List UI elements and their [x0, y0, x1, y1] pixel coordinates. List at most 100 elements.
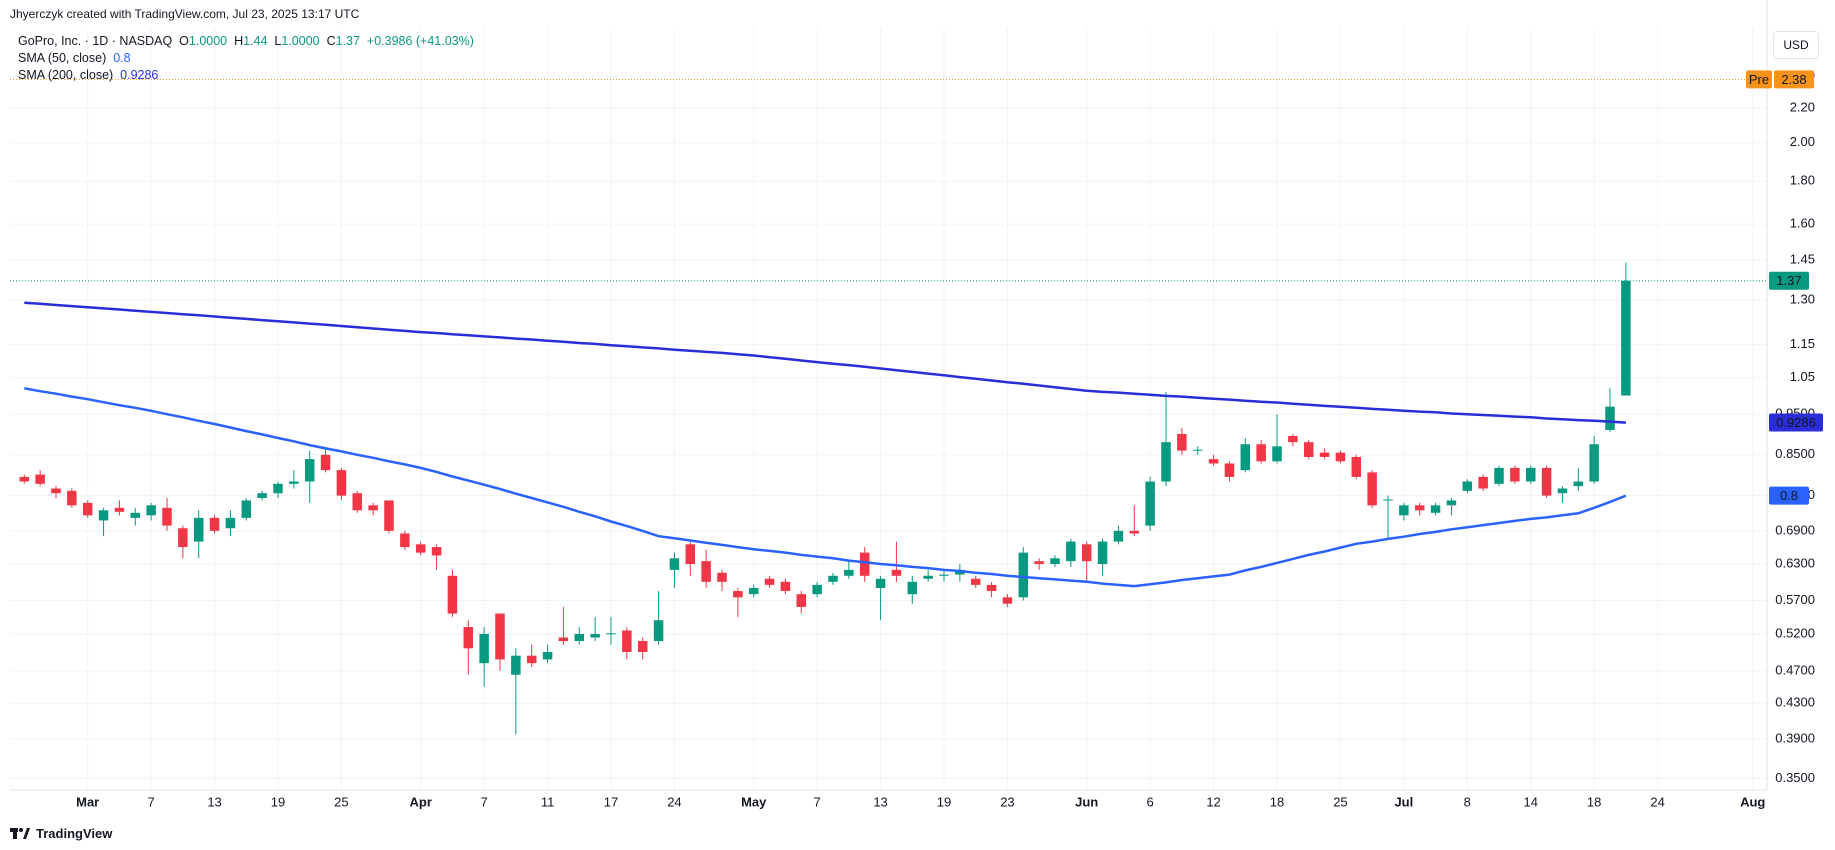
y-tick-label: 0.3900	[1775, 730, 1815, 745]
credit: Jhyerczyk created with TradingView.com, …	[10, 7, 360, 21]
x-tick-label: Jun	[1075, 794, 1098, 809]
candle-body	[193, 517, 204, 542]
x-tick-label: Mar	[76, 794, 99, 809]
price-badge	[1769, 486, 1809, 505]
y-tick-label: 1.45	[1790, 251, 1815, 266]
y-tick-label: 1.80	[1790, 173, 1815, 188]
candle-body	[511, 655, 521, 675]
grid	[10, 28, 1767, 790]
price-badge-label: 0.9286	[1776, 415, 1816, 430]
candle-body	[352, 493, 363, 511]
candle-body	[19, 476, 30, 482]
candle-body	[1018, 552, 1029, 598]
x-tick-label: Apr	[410, 794, 432, 809]
candle-body	[748, 587, 759, 595]
candle-body	[495, 613, 505, 660]
x-tick-label: 7	[481, 794, 488, 809]
y-tick-label: 0.4300	[1775, 695, 1815, 710]
candle-body	[1224, 463, 1235, 477]
candle-body	[1240, 444, 1251, 471]
x-tick-label: 24	[667, 794, 681, 809]
x-tick-label: 25	[334, 794, 348, 809]
candle-body	[400, 533, 410, 548]
x-tick-label: 14	[1523, 794, 1537, 809]
candle-body	[479, 633, 489, 664]
candle-body	[304, 459, 315, 482]
candle-body	[812, 584, 822, 595]
x-tick-label: 25	[1333, 794, 1347, 809]
candle-body	[526, 655, 537, 664]
candle-body	[669, 558, 680, 570]
ohlc-value: 1.44	[243, 34, 268, 48]
candle-body	[939, 574, 949, 576]
candle-body	[1161, 442, 1171, 482]
candle-body	[336, 470, 347, 496]
x-tick-label: 17	[604, 794, 618, 809]
candle-body	[1081, 544, 1092, 562]
x-tick-label: 23	[1000, 794, 1014, 809]
price-badge	[1769, 271, 1809, 290]
candle-body	[685, 544, 696, 565]
sma-legend: SMA (50, close) 0.8	[18, 51, 131, 65]
y-tick-label: 0.5700	[1775, 592, 1815, 607]
candle-body	[35, 474, 45, 484]
candle-body	[1208, 459, 1219, 464]
candle-body	[875, 578, 886, 588]
candle-body	[447, 575, 458, 614]
ohlc-label: C	[326, 34, 336, 48]
y-tick-label: 0.5200	[1775, 625, 1815, 640]
currency-button[interactable]: USD	[1773, 31, 1819, 59]
sma-value: 0.8	[113, 51, 131, 65]
candle-body	[1288, 435, 1298, 443]
footer-brand: TradingView	[36, 825, 113, 841]
sma-legend: SMA (200, close) 0.9286	[18, 68, 158, 82]
x-tick-label: 13	[207, 794, 221, 809]
ohlc-label: L	[274, 34, 282, 48]
candle-body	[1303, 442, 1314, 457]
candle-body	[1050, 558, 1060, 565]
y-tick-label: 0.6900	[1775, 522, 1815, 537]
candle-body	[1589, 444, 1599, 482]
candle-body	[1478, 476, 1488, 489]
x-tick-label: 24	[1650, 794, 1664, 809]
price-badge-label: 1.37	[1776, 273, 1801, 288]
candle-body	[1002, 597, 1013, 604]
candle-body	[907, 581, 918, 595]
x-tick-label: 11	[541, 794, 555, 809]
candle-body	[590, 633, 600, 638]
x-tick-label: 7	[814, 794, 821, 809]
candle-body	[1034, 561, 1044, 565]
sma-value: 0.9286	[120, 68, 159, 82]
y-tick-label: 0.6300	[1775, 555, 1815, 570]
candle-body	[970, 578, 981, 585]
symbol-title: GoPro, Inc. · 1D · NASDAQ	[18, 34, 173, 48]
candle-body	[273, 483, 283, 494]
candle-body	[891, 569, 902, 576]
candle-body	[1399, 505, 1409, 516]
sma-line	[24, 301, 1626, 424]
candle-body	[1383, 499, 1393, 501]
candle-body	[1177, 433, 1187, 451]
candle-body	[558, 637, 569, 642]
x-tick-label: 19	[271, 794, 285, 809]
x-tick-label: Jul	[1394, 794, 1413, 809]
sma-name: SMA (200, close)	[18, 68, 114, 82]
candle-body	[764, 578, 775, 585]
premarket-tag-label: Pre	[1749, 72, 1769, 87]
candle-body	[1525, 467, 1536, 482]
candle-body	[606, 633, 616, 635]
y-tick-label: 2.20	[1790, 99, 1815, 114]
candle-body	[1621, 280, 1631, 396]
candle-body	[1113, 530, 1124, 542]
x-tick-label: 19	[937, 794, 951, 809]
candle-body	[717, 572, 727, 582]
candle-body	[1097, 541, 1108, 565]
candle-body	[225, 517, 236, 529]
sma-line	[24, 387, 1627, 588]
candle-body	[368, 505, 378, 511]
candle-body	[1557, 488, 1568, 494]
x-tick-label: 13	[873, 794, 887, 809]
price-badge-label: 0.8	[1780, 488, 1798, 503]
